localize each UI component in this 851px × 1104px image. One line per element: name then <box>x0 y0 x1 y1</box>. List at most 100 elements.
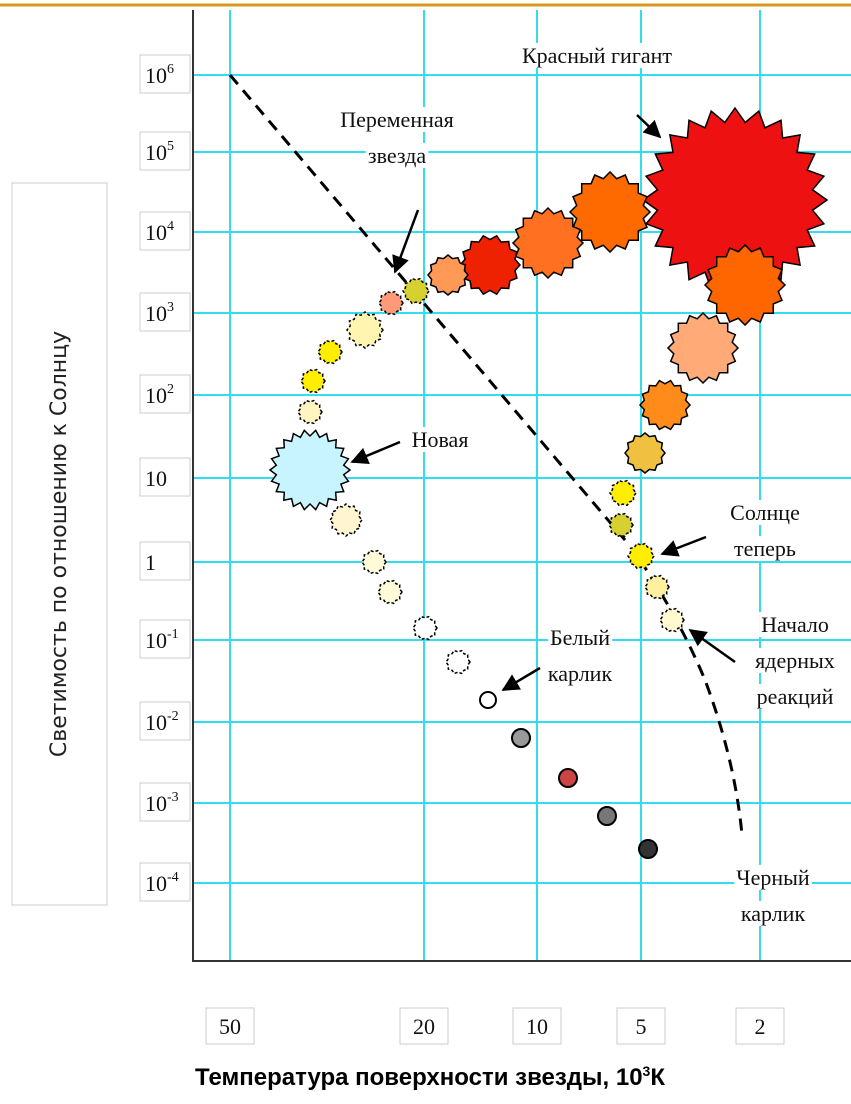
star <box>558 768 578 788</box>
star <box>659 607 685 633</box>
y-tick-exp: -3 <box>167 790 179 805</box>
star <box>568 170 652 254</box>
annotation-bg <box>754 684 836 709</box>
star <box>361 549 387 575</box>
star <box>703 243 787 327</box>
grid <box>193 10 851 961</box>
x-tick-box <box>399 1007 449 1045</box>
y-tick-base: 10 <box>145 791 167 816</box>
arrow <box>660 535 707 557</box>
y-tick-base: 10 <box>145 871 167 896</box>
star <box>268 429 352 511</box>
y-tick-box <box>139 211 191 251</box>
x-tick-label: 2 <box>755 1014 766 1039</box>
y-tick-exp: -4 <box>167 870 179 885</box>
y-tick-label: 10 <box>145 466 167 491</box>
y-tick-box <box>139 54 191 94</box>
y-tick-base: 10 <box>145 383 167 408</box>
y-tick-base: 10 <box>145 301 167 326</box>
star <box>609 479 637 507</box>
star <box>427 254 469 296</box>
annotations: Красный гигант Переменная звезда Новая Солнц… <box>338 43 837 926</box>
x-title-unit: К <box>650 1064 665 1091</box>
annotation: звезда <box>368 143 426 168</box>
star <box>300 368 326 394</box>
annotation: карлик <box>548 661 613 686</box>
y-tick-label: 106 <box>145 62 174 88</box>
y-title-box <box>11 182 108 906</box>
star <box>329 503 363 537</box>
y-axis-title: Светимость по отношению к Солнцу <box>47 331 72 757</box>
y-tick-base: 10 <box>145 710 167 735</box>
y-tick-label: 10-1 <box>145 627 179 653</box>
x-tick-label: 50 <box>219 1014 241 1039</box>
annotation: реакций <box>757 684 834 709</box>
star <box>624 432 666 474</box>
annotation-bg <box>728 500 802 525</box>
x-tick-label: 20 <box>413 1014 435 1039</box>
y-tick-exp: 6 <box>167 62 174 77</box>
y-tick-box <box>139 619 191 659</box>
x-title-text: Температура поверхности звезды, 10 <box>195 1064 643 1091</box>
x-tick-box <box>616 1007 666 1045</box>
star <box>597 806 617 826</box>
x-tick-box <box>512 1007 562 1045</box>
star <box>666 311 740 385</box>
star <box>402 277 430 305</box>
y-tick-label: 102 <box>145 382 174 408</box>
main-sequence-line <box>228 74 744 836</box>
x-title-exp: 3 <box>643 1063 651 1079</box>
arrow <box>392 209 420 274</box>
y-tick-label: 103 <box>145 300 174 326</box>
arrow <box>501 666 541 692</box>
arrows <box>350 114 736 692</box>
y-tick-box <box>139 541 191 581</box>
y-tick-exp: -1 <box>167 627 179 642</box>
annotation: ядерных <box>755 648 835 673</box>
y-tick-base: 10 <box>145 220 167 245</box>
x-tick-label: 5 <box>636 1014 647 1039</box>
annotation-bg <box>338 107 456 132</box>
y-tick-exp: 2 <box>167 382 174 397</box>
x-tick-box <box>205 1007 255 1045</box>
y-tick-label: 10-2 <box>145 709 179 735</box>
y-tick-label: 104 <box>145 219 174 245</box>
y-tick-exp: 4 <box>167 219 174 234</box>
annotation-bg <box>759 612 831 637</box>
y-tick-base: 10 <box>145 63 167 88</box>
annotation: Красный гигант <box>522 43 672 68</box>
y-tick-box <box>139 862 191 902</box>
annotation: Солнце <box>730 500 800 525</box>
y-tick-box <box>139 374 191 414</box>
stars <box>268 106 829 859</box>
y-tick-exp: 3 <box>167 300 174 315</box>
star <box>638 379 692 431</box>
star <box>297 399 323 425</box>
star <box>627 542 655 570</box>
x-tick-label: 10 <box>526 1014 548 1039</box>
annotation: Черный <box>736 865 810 890</box>
star <box>378 290 404 316</box>
star <box>412 615 438 641</box>
annotation: теперь <box>734 536 796 561</box>
y-tick-box <box>139 131 191 171</box>
annotation-bg <box>548 625 613 650</box>
star <box>445 649 471 675</box>
star <box>511 728 531 748</box>
annotation-bg <box>409 427 471 452</box>
annotation: Белый <box>550 625 610 650</box>
arrow <box>688 628 736 664</box>
annotation-bg <box>519 43 675 68</box>
star <box>644 574 670 600</box>
annotation: Переменная <box>340 107 454 132</box>
y-tick-base: 10 <box>145 140 167 165</box>
star <box>317 339 343 365</box>
y-tick-base: 10 <box>145 628 167 653</box>
star <box>479 691 497 709</box>
y-tick-label: 10-3 <box>145 790 179 816</box>
y-tick-box <box>139 701 191 741</box>
arrow <box>350 440 401 465</box>
y-tick-box <box>139 457 191 497</box>
annotation-bg <box>738 901 808 926</box>
